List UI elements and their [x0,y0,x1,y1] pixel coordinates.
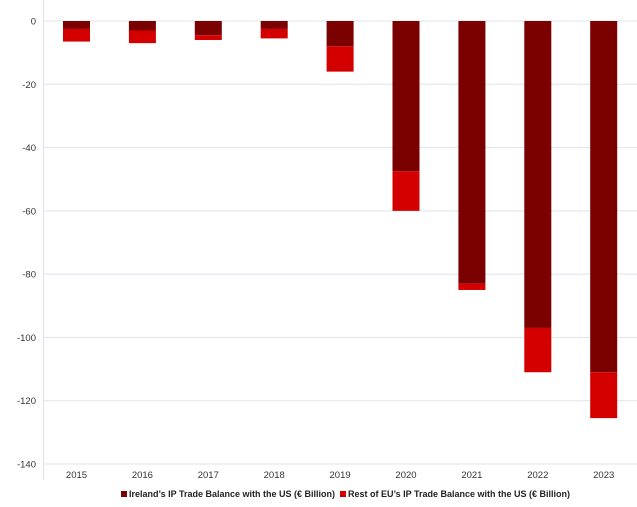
bar-rest-of-eu-2020 [392,171,420,211]
x-tick-labels: 2015 2016 2017 2018 2019 2020 2021 2022 2023 [66,470,614,481]
legend-label-rest-of-eu: Rest of EU’s IP Trade Balance with the U… [348,489,570,499]
bar-ireland-2017 [194,21,222,36]
bar-rest-of-eu-2018 [260,28,288,39]
bar-ireland-2019 [326,21,354,47]
bar-rest-of-eu-2021 [458,283,486,290]
y-tick-label: -40 [22,143,36,154]
x-tick-label: 2018 [264,470,285,481]
y-tick-label: -80 [22,270,36,281]
bar-ireland-2023 [590,21,618,373]
y-tick-label: -20 [22,80,36,91]
x-tick-label: 2019 [330,470,351,481]
legend: Ireland’s IP Trade Balance with the US (… [121,489,570,499]
bar-rest-of-eu-2019 [326,46,354,72]
x-tick-label: 2023 [593,470,614,481]
x-tick-label: 2015 [66,470,87,481]
gridlines [44,20,637,465]
bar-rest-of-eu-2016 [128,30,156,44]
y-tick-label: -60 [22,206,36,217]
bars-layer [63,21,618,419]
x-tick-label: 2022 [527,470,548,481]
bar-rest-of-eu-2022 [524,327,552,373]
x-tick-label: 2016 [132,470,153,481]
x-tick-label: 2020 [395,470,416,481]
bar-ireland-2021 [458,21,486,284]
bar-ireland-2015 [63,21,90,29]
y-tick-label: 0 [31,17,36,28]
legend-label-ireland: Ireland’s IP Trade Balance with the US (… [129,489,335,499]
y-tick-label: -140 [17,460,36,471]
bar-ireland-2016 [128,21,156,31]
bar-rest-of-eu-2023 [590,372,618,419]
legend-swatch-rest-of-eu [340,491,346,497]
x-tick-label: 2017 [198,470,219,481]
y-tick-labels: 0 -20 -40 -60 -80 -100 -120 -140 [17,17,36,471]
bar-ireland-2022 [524,21,552,328]
y-tick-label: -100 [17,333,36,344]
bar-rest-of-eu-2017 [194,35,222,40]
bar-rest-of-eu-2015 [63,28,90,42]
x-tick-label: 2021 [461,470,482,481]
y-tick-label: -120 [17,396,36,407]
bar-ireland-2018 [260,21,288,29]
bar-ireland-2020 [392,21,420,172]
legend-swatch-ireland [121,491,127,497]
